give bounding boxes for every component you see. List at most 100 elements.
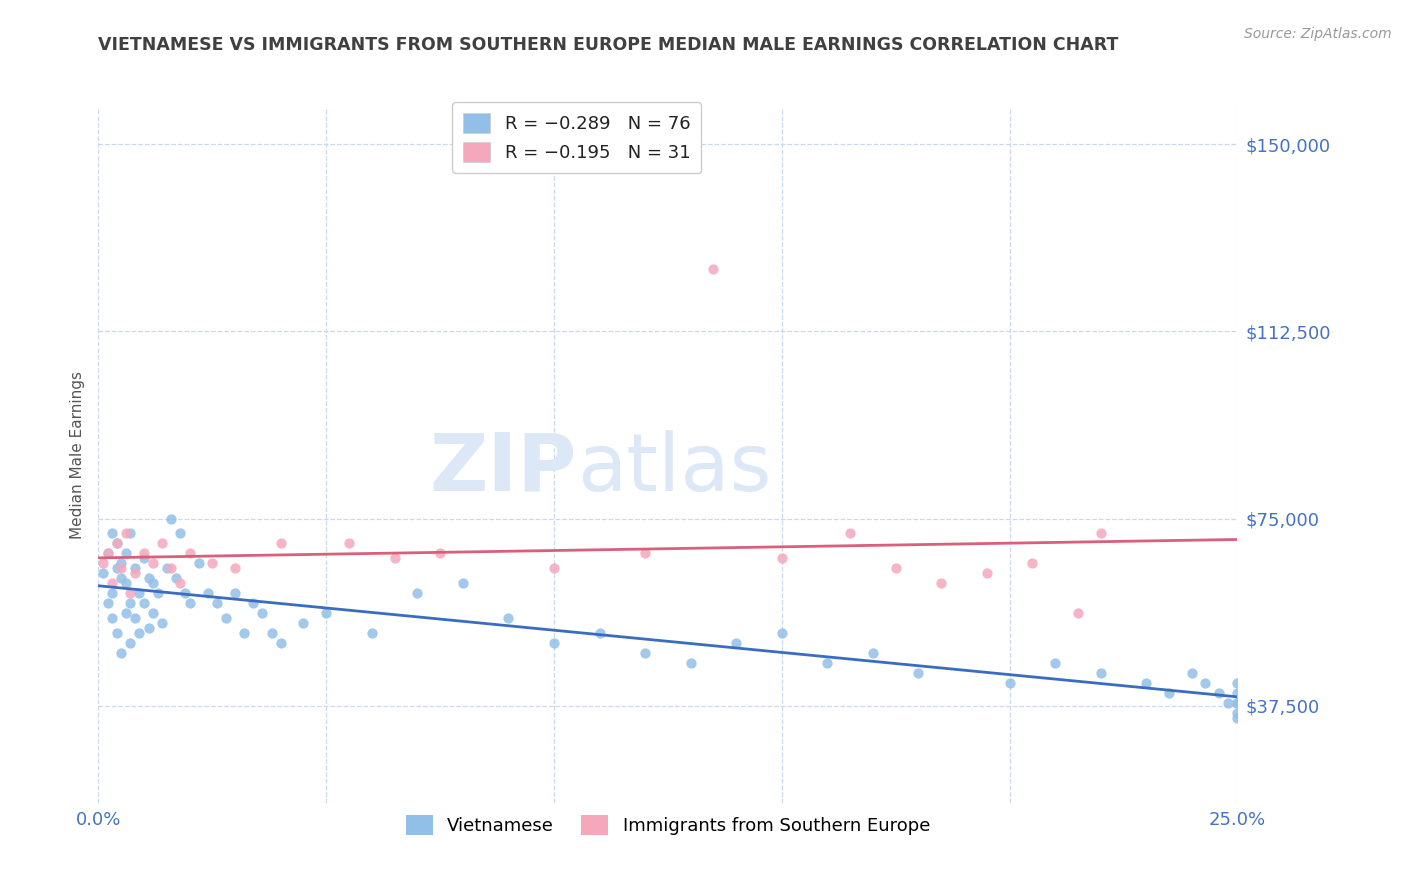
Point [260, 626, 283, 640]
Point [702, 262, 724, 277]
Point [110, 646, 132, 660]
Point [1067, 607, 1090, 621]
Point [132, 551, 155, 566]
Point [1021, 557, 1043, 571]
Point [142, 557, 165, 571]
Point [114, 546, 136, 560]
Point [124, 561, 146, 575]
Point [96, 596, 118, 610]
Point [114, 607, 136, 621]
Point [242, 596, 264, 610]
Point [451, 576, 474, 591]
Point [91, 557, 114, 571]
Point [1181, 666, 1204, 681]
Point [101, 576, 124, 591]
Point [110, 557, 132, 571]
Point [105, 536, 128, 550]
Point [1157, 686, 1180, 700]
Point [110, 571, 132, 585]
Point [215, 611, 238, 625]
Point [1194, 676, 1216, 690]
Point [543, 561, 565, 575]
Point [634, 646, 657, 660]
Point [815, 656, 838, 670]
Point [429, 546, 451, 560]
Legend: Vietnamese, Immigrants from Southern Europe: Vietnamese, Immigrants from Southern Eur… [398, 808, 938, 842]
Point [205, 596, 228, 610]
Point [1090, 666, 1112, 681]
Point [105, 536, 128, 550]
Point [360, 626, 382, 640]
Point [862, 646, 884, 660]
Point [770, 626, 793, 640]
Point [498, 611, 520, 625]
Point [252, 607, 274, 621]
Point [165, 571, 187, 585]
Point [146, 586, 169, 600]
Point [1226, 696, 1249, 710]
Point [907, 666, 929, 681]
Point [679, 656, 702, 670]
Point [120, 596, 142, 610]
Point [156, 561, 179, 575]
Text: VIETNAMESE VS IMMIGRANTS FROM SOUTHERN EUROPE MEDIAN MALE EARNINGS CORRELATION C: VIETNAMESE VS IMMIGRANTS FROM SOUTHERN E… [98, 36, 1119, 54]
Point [179, 596, 201, 610]
Text: atlas: atlas [576, 430, 770, 508]
Point [91, 566, 114, 581]
Point [270, 636, 292, 650]
Point [337, 536, 360, 550]
Point [1226, 706, 1249, 720]
Point [120, 526, 142, 541]
Point [634, 546, 657, 560]
Point [150, 616, 173, 631]
Point [187, 557, 209, 571]
Point [201, 557, 224, 571]
Point [132, 596, 155, 610]
Point [96, 546, 118, 560]
Point [179, 546, 201, 560]
Point [1226, 711, 1249, 725]
Point [406, 586, 429, 600]
Point [114, 576, 136, 591]
Point [174, 586, 197, 600]
Point [114, 526, 136, 541]
Point [169, 576, 191, 591]
Point [120, 586, 142, 600]
Point [998, 676, 1021, 690]
Point [142, 576, 165, 591]
Point [270, 536, 292, 550]
Point [120, 636, 142, 650]
Point [233, 626, 256, 640]
Point [101, 611, 124, 625]
Point [128, 626, 150, 640]
Point [929, 576, 952, 591]
Point [142, 607, 165, 621]
Point [105, 626, 128, 640]
Point [224, 586, 246, 600]
Point [160, 511, 183, 525]
Point [976, 566, 998, 581]
Point [101, 526, 124, 541]
Point [197, 586, 219, 600]
Point [132, 546, 155, 560]
Point [384, 551, 406, 566]
Point [150, 536, 173, 550]
Point [105, 561, 128, 575]
Point [110, 561, 132, 575]
Text: ZIP: ZIP [429, 430, 576, 508]
Point [1135, 676, 1157, 690]
Point [1208, 686, 1230, 700]
Point [1090, 526, 1112, 541]
Point [1226, 686, 1249, 700]
Y-axis label: Median Male Earnings: Median Male Earnings [69, 371, 84, 539]
Point [124, 611, 146, 625]
Point [839, 526, 862, 541]
Point [725, 636, 748, 650]
Point [1226, 676, 1249, 690]
Point [224, 561, 246, 575]
Point [588, 626, 610, 640]
Point [1226, 696, 1249, 710]
Point [128, 586, 150, 600]
Point [124, 566, 146, 581]
Point [101, 586, 124, 600]
